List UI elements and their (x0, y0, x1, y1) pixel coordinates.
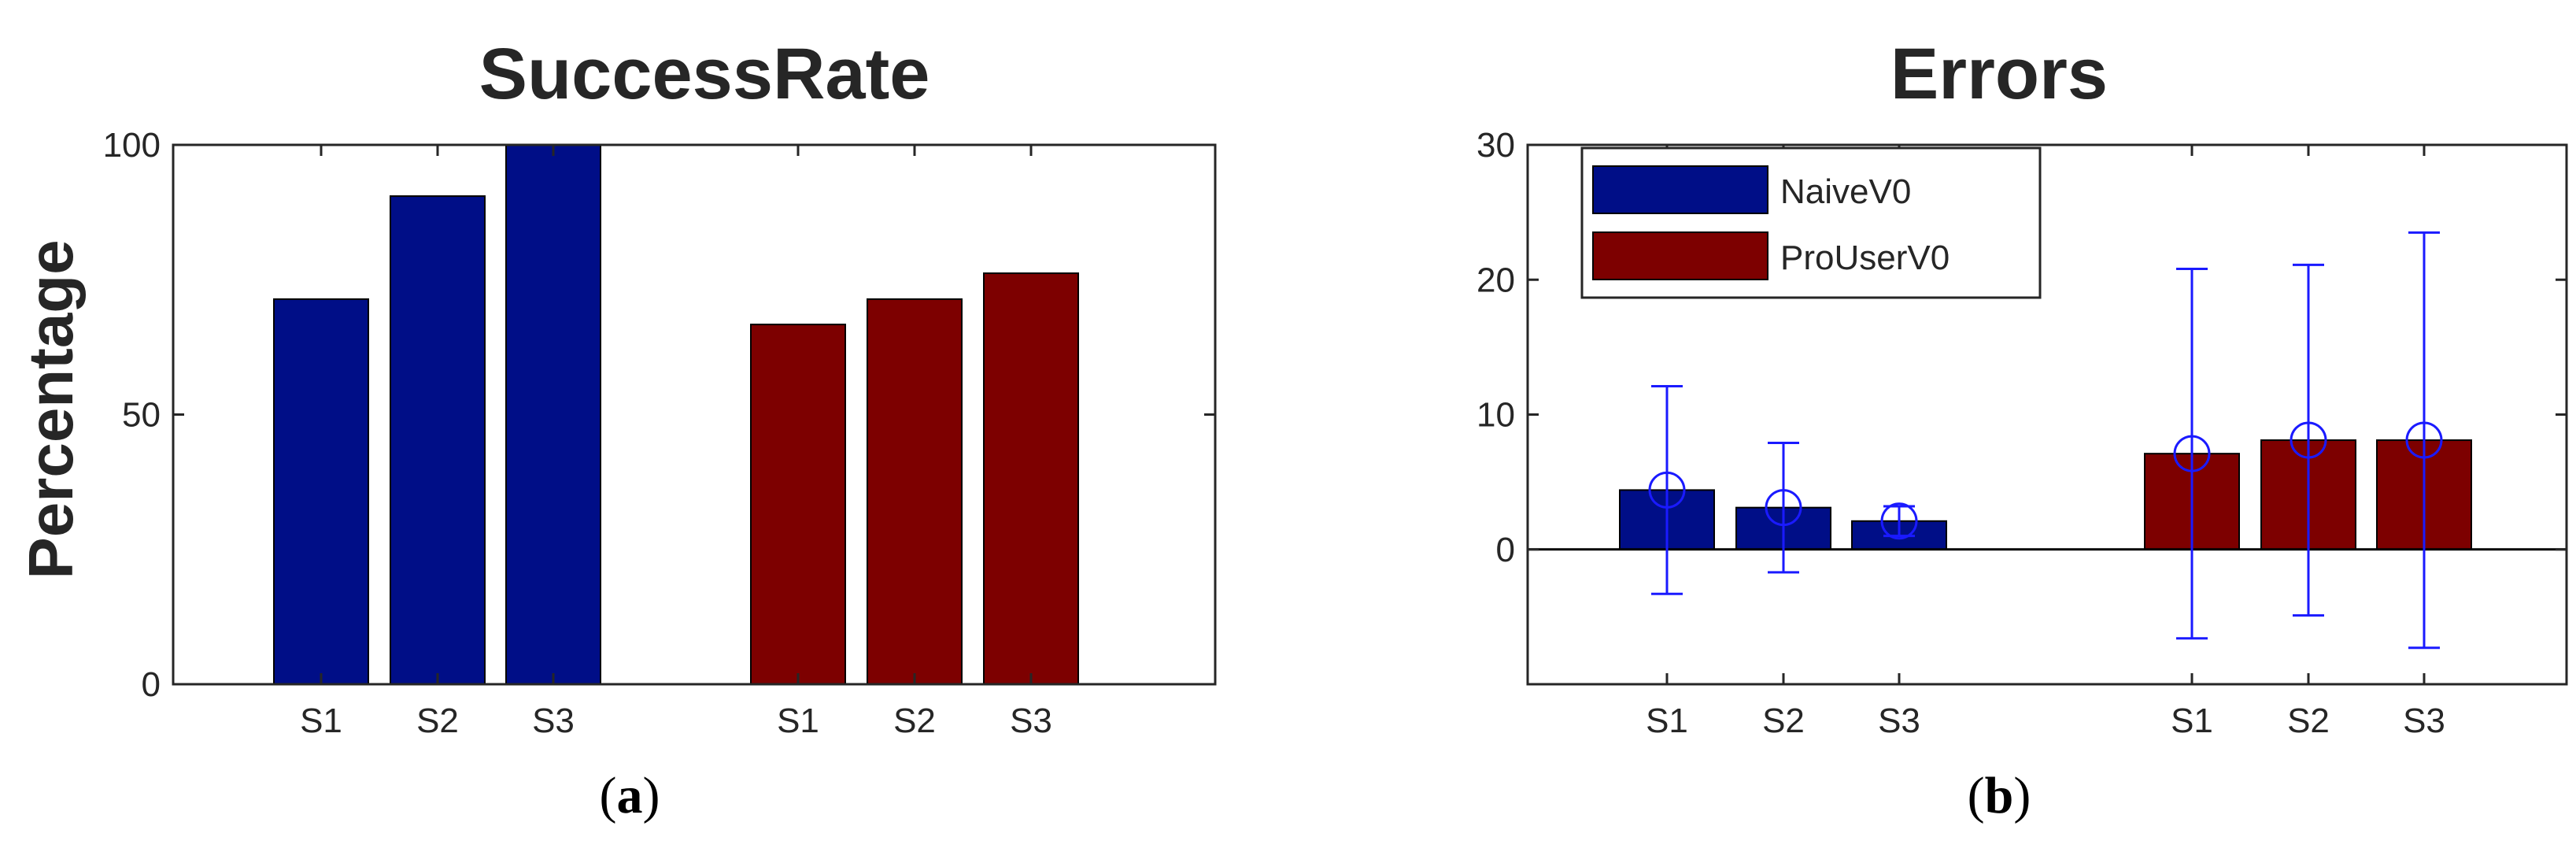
y-tick-label: 30 (1476, 126, 1515, 165)
x-tick-label: S2 (893, 702, 936, 740)
panel-label-a: (a) (600, 767, 660, 824)
errors-chart: Errors 0 10 20 30 S1 S2 S3 S1 S2 S3 NaiveV0 ProU… (1476, 34, 2568, 824)
bar-prouserv0-s1 (750, 324, 846, 685)
legend-label-prouser: ProUserV0 (1780, 239, 1950, 277)
y-tick-label: 0 (142, 665, 161, 704)
bar-prouserv0-s2 (867, 298, 963, 685)
bar-prouserv0-s3 (983, 272, 1079, 685)
x-tick-label: S1 (777, 702, 819, 740)
x-tick-label: S3 (532, 702, 575, 740)
mean-marker (1648, 471, 1686, 509)
x-tick-label: S1 (300, 702, 342, 740)
chart-title: SuccessRate (479, 34, 930, 114)
y-tick-label: 10 (1476, 396, 1515, 435)
x-tick-label: S3 (2403, 702, 2445, 740)
x-tick-label: S1 (2171, 702, 2213, 740)
mean-marker (2173, 435, 2211, 472)
x-tick-label: S1 (1646, 702, 1688, 740)
mean-marker (2405, 421, 2443, 459)
bar-naivev0-s2 (390, 195, 486, 685)
x-tick-label: S3 (1878, 702, 1920, 740)
legend-swatch-prouser (1592, 231, 1768, 280)
x-tick-label: S3 (1010, 702, 1052, 740)
bar-naivev0-s3 (505, 144, 601, 685)
mean-marker (1765, 489, 1802, 527)
y-tick-label: 100 (103, 126, 161, 165)
x-tick-label: S2 (1762, 702, 1805, 740)
x-ticks: S1 S2 S3 S1 S2 S3 (1646, 145, 2445, 740)
bar-naivev0-s1 (273, 298, 369, 685)
y-ticks: 0 10 20 30 (1476, 126, 2567, 569)
bar-group (273, 144, 1079, 685)
x-tick-label: S2 (416, 702, 459, 740)
x-tick-label: S2 (2287, 702, 2330, 740)
y-tick-label: 50 (122, 396, 161, 435)
mean-marker (2290, 421, 2327, 459)
y-axis-label: Percentage (16, 239, 86, 579)
legend-label-naive: NaiveV0 (1780, 172, 1911, 211)
y-tick-label: 20 (1476, 261, 1515, 299)
bar-group (1619, 439, 2472, 550)
legend-swatch-naive (1592, 165, 1768, 214)
error-bars (1648, 231, 2443, 650)
x-ticks: S1 S2 S3 S1 S2 S3 (300, 145, 1052, 740)
panel-label-b: (b) (1968, 767, 2031, 824)
legend: NaiveV0 ProUserV0 (1580, 146, 2042, 299)
y-ticks: 0 50 100 (103, 126, 1215, 704)
y-tick-label: 0 (1496, 531, 1515, 569)
chart-title: Errors (1890, 34, 2108, 114)
success-rate-chart: SuccessRate Percentage 0 50 100 S1 S2 S3 S1 S2… (16, 34, 1217, 824)
mean-marker (1880, 502, 1918, 540)
